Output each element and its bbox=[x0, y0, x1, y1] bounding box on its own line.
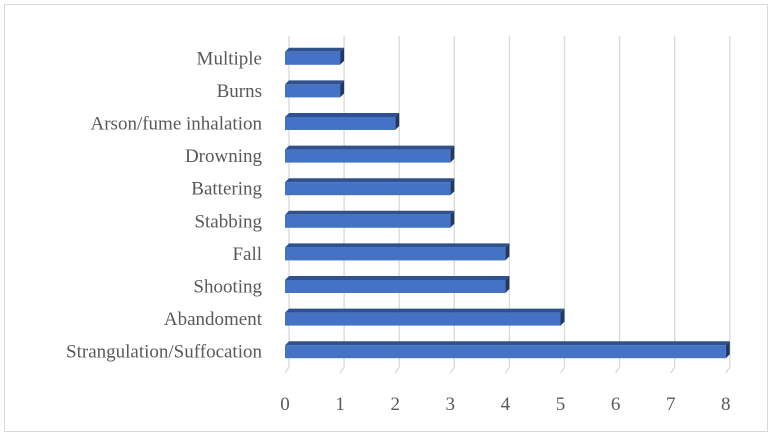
bar-side-7 bbox=[505, 276, 510, 293]
x-tick-label-2: 2 bbox=[390, 394, 400, 415]
bar-front-7 bbox=[285, 280, 506, 293]
x-axis-tick-labels: 0 1 2 3 4 5 6 7 8 bbox=[280, 394, 730, 415]
category-label-5: Stabbing bbox=[194, 211, 262, 232]
bar-side-8 bbox=[560, 308, 565, 326]
bar-front-1 bbox=[285, 84, 341, 98]
gridline-foot-8 bbox=[725, 366, 731, 374]
bar-side-5 bbox=[450, 210, 455, 228]
gridline-foot-5 bbox=[559, 366, 566, 374]
category-label-8: Abandoment bbox=[164, 309, 263, 330]
bar-top-6 bbox=[285, 243, 510, 248]
bar-top-7 bbox=[285, 276, 510, 280]
bar-top-1 bbox=[285, 80, 345, 85]
gridline-foot-6 bbox=[615, 366, 621, 374]
bar-7 bbox=[285, 276, 510, 293]
x-tick-label-4: 4 bbox=[501, 394, 511, 415]
gridline-foot-7 bbox=[670, 366, 676, 374]
bar-top-4 bbox=[285, 178, 455, 183]
bar-top-0 bbox=[285, 47, 345, 52]
bar-side-4 bbox=[450, 178, 455, 196]
gridline-foot-3 bbox=[449, 366, 455, 374]
bar-3 bbox=[285, 145, 455, 163]
bar-side-2 bbox=[395, 113, 400, 130]
bar-side-6 bbox=[505, 243, 510, 261]
bar-9 bbox=[285, 341, 730, 359]
bar-front-6 bbox=[285, 247, 506, 261]
bar-front-5 bbox=[285, 214, 451, 228]
bar-top-9 bbox=[285, 341, 730, 346]
bar-top-8 bbox=[285, 308, 565, 313]
bar-side-1 bbox=[340, 80, 345, 98]
gridline-foot-0 bbox=[284, 366, 290, 374]
bar-2 bbox=[285, 113, 400, 130]
gridline-foot-2 bbox=[394, 366, 400, 374]
bars bbox=[285, 47, 730, 359]
bar-6 bbox=[285, 243, 510, 261]
bar-side-0 bbox=[340, 47, 345, 65]
bar-8 bbox=[285, 308, 565, 326]
gridline-foot-4 bbox=[504, 366, 510, 374]
bar-top-5 bbox=[285, 210, 455, 215]
bar-top-3 bbox=[285, 145, 455, 150]
category-label-7: Shooting bbox=[193, 277, 262, 298]
category-label-4: Battering bbox=[191, 179, 262, 200]
category-label-6: Fall bbox=[232, 244, 262, 265]
bar-4 bbox=[285, 178, 455, 196]
bar-front-4 bbox=[285, 182, 451, 196]
bar-front-3 bbox=[285, 149, 451, 163]
bar-front-8 bbox=[285, 312, 561, 326]
x-tick-label-5: 5 bbox=[556, 394, 566, 415]
bar-front-9 bbox=[285, 345, 726, 359]
x-tick-label-3: 3 bbox=[446, 394, 456, 415]
x-tick-label-7: 7 bbox=[666, 394, 676, 415]
bar-0 bbox=[285, 47, 345, 65]
category-label-9: Strangulation/Suffocation bbox=[66, 342, 262, 363]
x-tick-label-8: 8 bbox=[721, 394, 731, 415]
bar-5 bbox=[285, 210, 455, 228]
gridline-foot-1 bbox=[339, 366, 345, 374]
x-tick-label-6: 6 bbox=[611, 394, 621, 415]
bar-side-9 bbox=[725, 341, 730, 359]
bar-side-3 bbox=[450, 145, 455, 163]
category-labels: Multiple Burns Arson/fume inhalation Drowni… bbox=[66, 48, 263, 362]
category-label-3: Drowning bbox=[185, 146, 263, 167]
x-tick-label-1: 1 bbox=[335, 394, 345, 415]
category-label-1: Burns bbox=[217, 81, 262, 102]
bar-front-2 bbox=[285, 117, 396, 130]
bar-front-0 bbox=[285, 51, 341, 65]
category-label-0: Multiple bbox=[197, 48, 262, 69]
category-label-2: Arson/fume inhalation bbox=[91, 114, 263, 135]
bar-1 bbox=[285, 80, 345, 98]
x-tick-label-0: 0 bbox=[280, 394, 290, 415]
bar-top-2 bbox=[285, 113, 400, 117]
